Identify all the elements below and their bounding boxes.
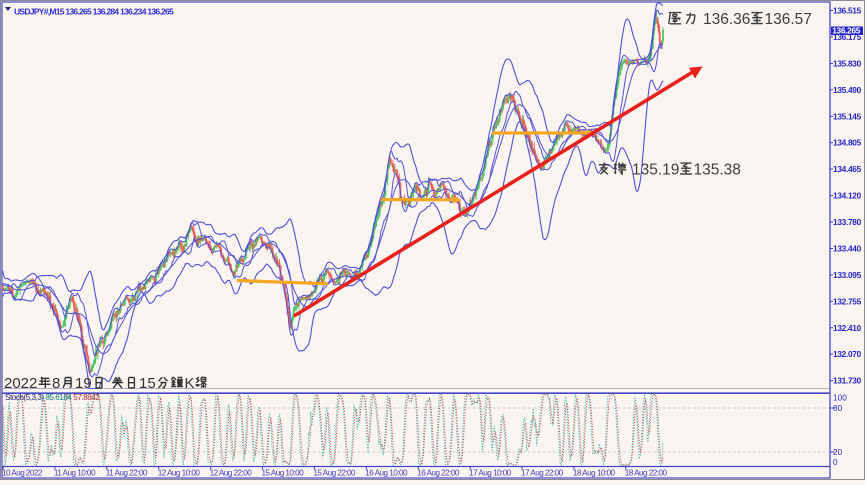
svg-text:Stoch(5,3,3) 85.6164 57.8842: Stoch(5,3,3) 85.6164 57.8842 bbox=[5, 393, 100, 402]
svg-text:16 Aug 22:00: 16 Aug 22:00 bbox=[417, 469, 460, 478]
svg-text:80: 80 bbox=[833, 403, 843, 413]
svg-text:20: 20 bbox=[833, 447, 843, 457]
svg-text:131.730: 131.730 bbox=[833, 376, 862, 386]
svg-text:135.19: 135.19 bbox=[632, 162, 679, 179]
svg-text:USDJPY#,M15 136.265 136.284 1: USDJPY#,M15 136.265 136.284 136.234 136.… bbox=[14, 7, 174, 17]
svg-text:135.38: 135.38 bbox=[694, 162, 741, 179]
svg-text:18 Aug 10:00: 18 Aug 10:00 bbox=[573, 469, 616, 478]
svg-text:15: 15 bbox=[139, 375, 156, 392]
svg-text:135.145: 135.145 bbox=[833, 111, 862, 121]
svg-text:132.410: 132.410 bbox=[833, 323, 862, 333]
svg-text:19: 19 bbox=[75, 375, 92, 392]
svg-text:133.440: 133.440 bbox=[833, 244, 862, 254]
svg-text:135.490: 135.490 bbox=[833, 85, 862, 95]
svg-text:136.36: 136.36 bbox=[703, 11, 750, 28]
svg-text:11 Aug 10:00: 11 Aug 10:00 bbox=[54, 469, 96, 478]
svg-text:15 Aug 22:00: 15 Aug 22:00 bbox=[313, 469, 356, 478]
svg-text:15 Aug 10:00: 15 Aug 10:00 bbox=[262, 469, 305, 478]
svg-text:K: K bbox=[185, 375, 195, 392]
svg-text:136.57: 136.57 bbox=[765, 11, 812, 28]
svg-text:12 Aug 22:00: 12 Aug 22:00 bbox=[210, 469, 253, 478]
svg-text:136.265: 136.265 bbox=[832, 25, 861, 35]
svg-text:2022: 2022 bbox=[4, 375, 37, 392]
svg-text:136.175: 136.175 bbox=[833, 32, 862, 42]
svg-text:16 Aug 10:00: 16 Aug 10:00 bbox=[365, 469, 408, 478]
svg-text:133.095: 133.095 bbox=[833, 270, 862, 280]
svg-text:134.805: 134.805 bbox=[833, 138, 862, 148]
svg-text:0: 0 bbox=[833, 457, 838, 467]
svg-text:100: 100 bbox=[833, 393, 847, 403]
svg-text:18 Aug 22:00: 18 Aug 22:00 bbox=[625, 469, 668, 478]
svg-text:11 Aug 22:00: 11 Aug 22:00 bbox=[106, 469, 148, 478]
svg-text:132.755: 132.755 bbox=[833, 296, 862, 306]
svg-text:134.120: 134.120 bbox=[833, 191, 862, 201]
svg-text:135.830: 135.830 bbox=[833, 58, 862, 68]
svg-text:12 Aug 10:00: 12 Aug 10:00 bbox=[158, 469, 201, 478]
svg-text:17 Aug 22:00: 17 Aug 22:00 bbox=[521, 469, 564, 478]
svg-text:133.780: 133.780 bbox=[833, 217, 862, 227]
svg-text:8: 8 bbox=[52, 375, 60, 392]
svg-text:10 Aug 2022: 10 Aug 2022 bbox=[2, 469, 43, 478]
svg-text:132.070: 132.070 bbox=[833, 349, 862, 359]
svg-text:17 Aug 10:00: 17 Aug 10:00 bbox=[469, 469, 512, 478]
svg-text:136.515: 136.515 bbox=[833, 6, 862, 16]
svg-text:134.465: 134.465 bbox=[833, 164, 862, 174]
